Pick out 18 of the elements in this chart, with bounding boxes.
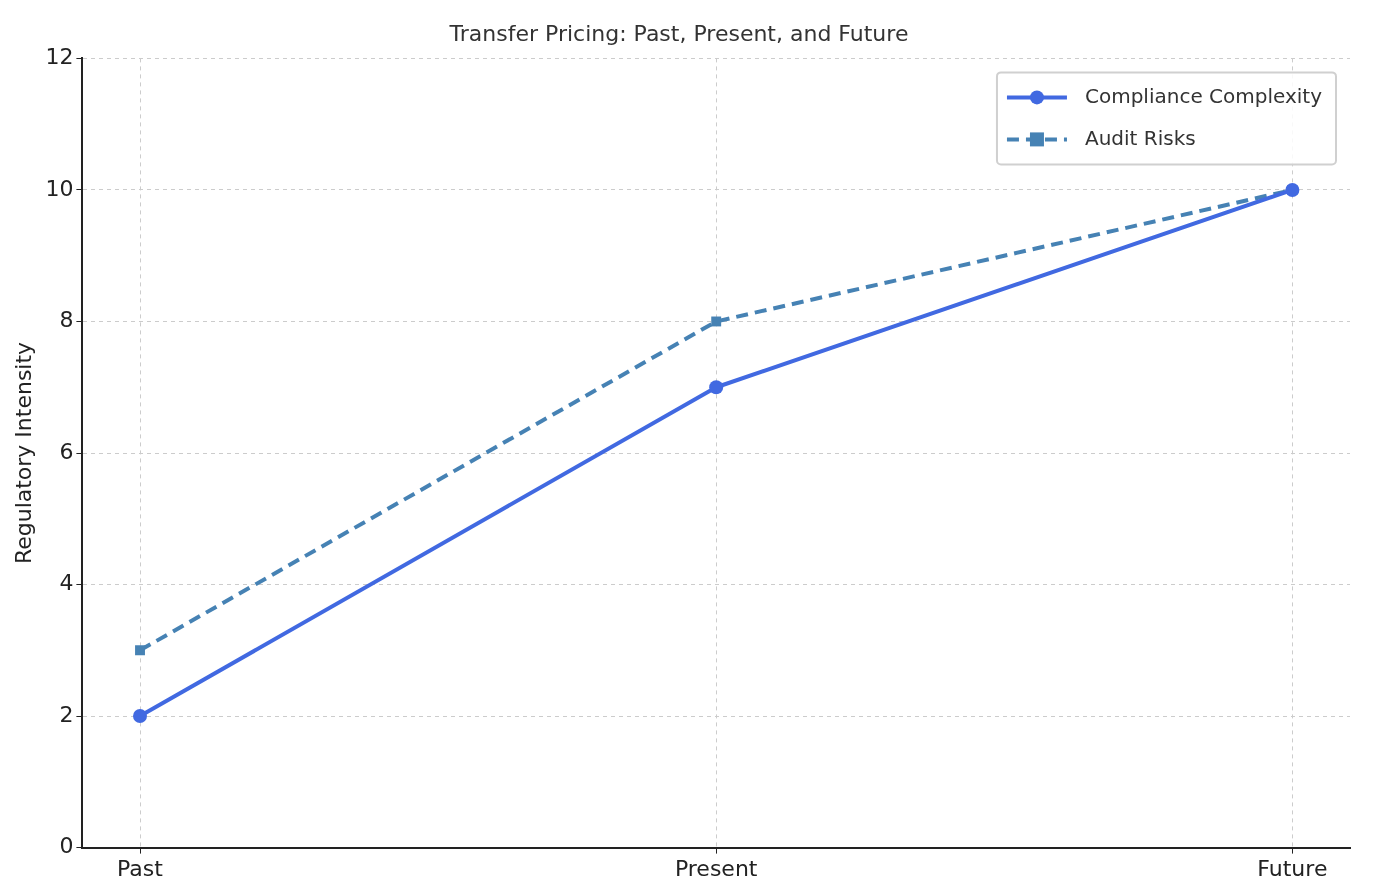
x-tick-label: Past: [117, 855, 164, 881]
y-tick-label: 12: [45, 44, 74, 70]
y-tick-label: 6: [59, 438, 74, 464]
y-tick-label: 0: [59, 833, 74, 859]
point: [135, 645, 145, 656]
y-tick-label: 10: [45, 175, 74, 201]
y-axis-title: Regulatory Intensity: [10, 341, 36, 565]
y-tick-label: 4: [59, 570, 74, 596]
y-tick-label: 2: [59, 701, 74, 727]
x-tick-label: Future: [1257, 855, 1328, 881]
y-tick-label: 8: [59, 307, 74, 333]
point: [709, 380, 724, 395]
x-tick-label: Present: [674, 855, 758, 881]
point: [711, 316, 722, 327]
legend-label: Audit Risks: [1084, 125, 1196, 150]
point: [133, 709, 148, 724]
chart-title: Transfer Pricing: Past, Present, and Future: [448, 20, 909, 46]
legend-label: Compliance Complexity: [1084, 83, 1323, 108]
